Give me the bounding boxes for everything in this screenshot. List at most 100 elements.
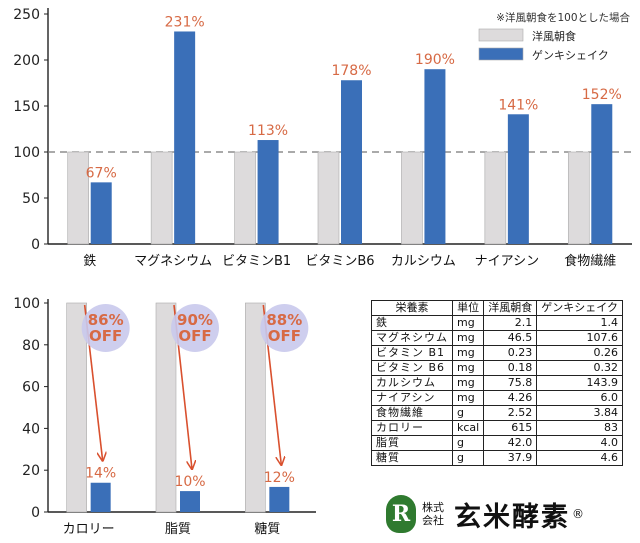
table-cell: mg (451, 390, 485, 406)
table-cell: mg (451, 360, 485, 376)
x-tick-label: カロリー (63, 522, 115, 537)
table-cell: 鉄 (371, 315, 453, 331)
bar-western-breakfast (155, 302, 177, 513)
bar-genki-shake (90, 182, 112, 244)
table-cell: 42.0 (483, 435, 538, 451)
table-cell: ビタミン B6 (371, 360, 453, 376)
data-label: 141% (498, 97, 538, 113)
table-cell: 1.4 (536, 315, 623, 331)
legend-swatch (478, 28, 524, 42)
table-cell: 食物繊維 (371, 405, 453, 421)
bar-genki-shake (269, 486, 290, 512)
x-tick-label: マグネシウム (134, 254, 212, 269)
company-emblem-icon: R (386, 495, 416, 533)
table-cell: 2.52 (483, 405, 538, 421)
off-badge-percent: 90% (177, 311, 213, 329)
registered-mark: ® (572, 507, 584, 521)
y-tick-label: 60 (22, 380, 40, 396)
data-label: 67% (86, 165, 117, 181)
off-badge-percent: 86% (88, 311, 124, 329)
y-tick-label: 20 (22, 463, 40, 479)
x-tick-label: ナイアシン (475, 254, 539, 269)
table-row: 糖質 g 37.9 4.6 (371, 450, 623, 466)
y-tick-label: 250 (13, 7, 40, 23)
table-cell: kcal (451, 420, 485, 436)
table-row: 食物繊維 g 2.52 3.84 (371, 405, 623, 421)
table-cell: 4.6 (536, 450, 623, 466)
table-row: ナイアシン mg 4.26 6.0 (371, 390, 623, 406)
table-cell: 0.26 (536, 345, 623, 361)
reduction-chart: 02040608010014%86%OFFカロリー10%90%OFF脂質12%8… (13, 296, 316, 537)
bar-western-breakfast (317, 151, 340, 245)
table-cell: mg (451, 345, 485, 361)
table-cell: 0.18 (483, 360, 538, 376)
table-cell: 4.26 (483, 390, 538, 406)
bar-genki-shake (591, 104, 613, 244)
table-header-cell: 洋風朝食 (483, 300, 538, 316)
table-cell: 4.0 (536, 435, 623, 451)
table-cell: カロリー (371, 420, 453, 436)
company-name: 玄米酵素 (454, 501, 570, 533)
table-cell: 107.6 (536, 330, 623, 346)
chart-note: ※洋風朝食を100とした場合 (496, 11, 630, 24)
table-cell: g (451, 450, 485, 466)
table-cell: 3.84 (536, 405, 623, 421)
data-label: 14% (85, 466, 116, 482)
table-cell: 46.5 (483, 330, 538, 346)
table-header-cell: ゲンキシェイク (536, 300, 623, 316)
x-tick-label: 食物繊維 (564, 253, 616, 269)
data-label: 231% (165, 14, 205, 30)
table-cell: 143.9 (536, 375, 623, 391)
company-type: 株式 会社 (422, 501, 444, 527)
data-label: 178% (331, 63, 371, 79)
table-body: 鉄 mg 2.1 1.4 マグネシウム mg 46.5 107.6 ビタミン B1 mg 0.23 0… (371, 315, 623, 466)
table-cell: マグネシウム (371, 330, 453, 346)
off-badge (171, 304, 219, 352)
table-row: 脂質 g 42.0 4.0 (371, 435, 623, 451)
data-label: 12% (264, 470, 295, 486)
table-cell: mg (451, 375, 485, 391)
nutrient-ratio-chart: 0 50 100 150 200 250 67% 鉄 231% マグネシウム 113% ビタミンB1 1… (13, 7, 632, 269)
table-row: 鉄 mg 2.1 1.4 (371, 315, 623, 331)
off-badge-label: OFF (178, 327, 211, 345)
bar-genki-shake (180, 491, 200, 512)
table-header: 栄養素 単位 洋風朝食 ゲンキシェイク (371, 300, 623, 316)
bar-genki-shake (257, 140, 279, 244)
y-tick-label: 150 (13, 99, 40, 115)
table-cell: 2.1 (483, 315, 538, 331)
table-cell: 75.8 (483, 375, 538, 391)
bar-western-breakfast (66, 302, 87, 513)
bar-western-breakfast (401, 151, 423, 245)
y-tick-label: 50 (22, 191, 40, 207)
table-row: ビタミン B1 mg 0.23 0.26 (371, 345, 623, 361)
bar-genki-shake (341, 80, 362, 245)
data-label: 152% (582, 87, 622, 103)
legend-swatch (478, 47, 524, 61)
table-header-row: 栄養素 単位 洋風朝食 ゲンキシェイク (371, 300, 623, 316)
table-cell: mg (451, 330, 485, 346)
table-row: カロリー kcal 615 83 (371, 420, 623, 436)
table-cell: 6.0 (536, 390, 623, 406)
y-tick-label: 100 (13, 145, 40, 161)
off-badge-label: OFF (89, 327, 122, 345)
bar-western-breakfast (150, 151, 173, 245)
y-tick-label: 200 (13, 53, 40, 69)
x-tick-label: 糖質 (254, 521, 280, 537)
bar-western-breakfast (234, 151, 256, 245)
bar-genki-shake (174, 31, 196, 245)
table-cell: カルシウム (371, 375, 453, 391)
off-badge (81, 304, 130, 352)
table-header-cell: 栄養素 (371, 300, 453, 316)
y-tick-label: 80 (22, 338, 40, 354)
x-tick-label: 鉄 (83, 254, 96, 269)
table-cell: 37.9 (483, 450, 538, 466)
table-cell: mg (451, 315, 485, 331)
table-cell: 615 (483, 420, 538, 436)
legend-label: 洋風朝食 (532, 29, 576, 43)
bar-western-breakfast (245, 302, 266, 513)
bar-genki-shake (507, 114, 529, 244)
table-cell: g (451, 405, 485, 421)
nutrition-table: 栄養素 単位 洋風朝食 ゲンキシェイク 鉄 mg 2.1 1.4 マグネシウム mg 46.5 10… (371, 300, 623, 466)
table-row: ビタミン B6 mg 0.18 0.32 (371, 360, 623, 376)
data-label: 10% (174, 474, 205, 490)
